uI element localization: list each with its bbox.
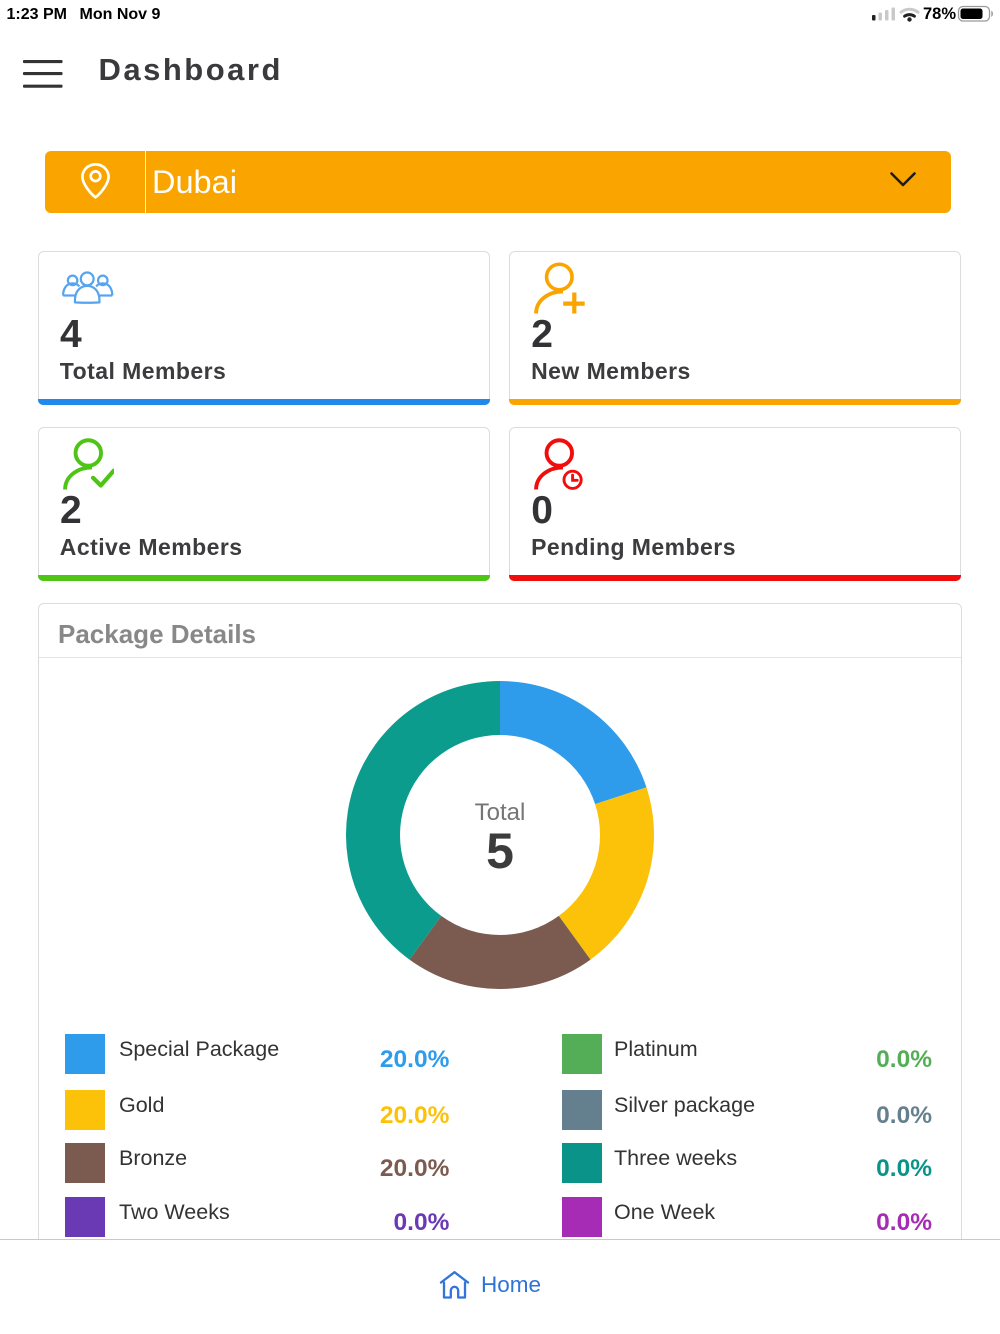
svg-text:78%: 78%	[923, 5, 956, 22]
